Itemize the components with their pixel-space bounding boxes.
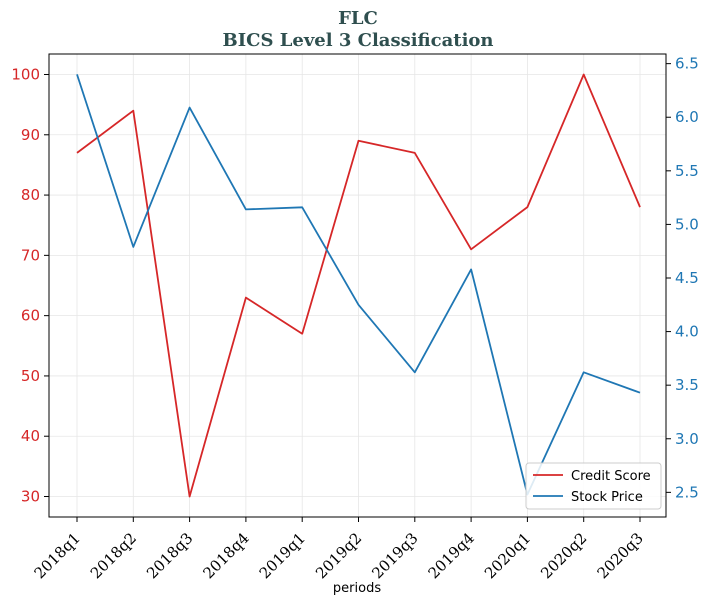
grid-lines [49, 54, 666, 517]
right-y-tick-label: 5.0 [675, 215, 699, 233]
left-y-tick-label: 40 [21, 427, 40, 445]
right-y-tick-label: 2.5 [675, 483, 699, 501]
left-y-tick-label: 60 [21, 307, 40, 325]
chart-title: FLC [338, 8, 378, 29]
left-y-tick-label: 100 [11, 65, 40, 83]
right-y-tick-label: 6.0 [675, 108, 699, 126]
series-lines [76, 73, 641, 498]
legend-label: Credit Score [571, 469, 651, 484]
x-axis-label: periods [333, 581, 381, 596]
right-y-tick-label: 3.5 [675, 376, 699, 394]
x-tick-label: 2020q2 [537, 529, 590, 582]
x-tick-label: 2020q3 [594, 529, 647, 582]
left-y-tick-label: 30 [21, 488, 40, 506]
legend: Credit Score Stock Price [525, 462, 662, 510]
x-tick-label: 2019q3 [368, 529, 421, 582]
x-tick-label: 2018q2 [87, 529, 140, 582]
left-y-tick-label: 50 [21, 367, 40, 385]
x-tick-label: 2019q1 [256, 529, 309, 582]
left-y-tick-label: 90 [21, 126, 40, 144]
x-tick-label: 2018q3 [143, 529, 196, 582]
credit-score-line [76, 73, 641, 498]
right-y-tick-label: 3.0 [675, 430, 699, 448]
stock-price-line [76, 74, 641, 496]
x-tick-label: 2019q2 [312, 529, 365, 582]
right-y-tick-label: 4.5 [675, 269, 699, 287]
plot-frame [48, 53, 667, 518]
legend-label: Stock Price [571, 490, 643, 505]
x-tick-label: 2018q4 [199, 529, 252, 582]
chart-subtitle: BICS Level 3 Classification [222, 30, 493, 51]
x-tick-label: 2019q4 [425, 529, 478, 582]
x-tick-label: 2020q1 [481, 529, 534, 582]
left-y-tick-label: 80 [21, 186, 40, 204]
right-y-tick-label: 4.0 [675, 323, 699, 341]
x-tick-label: 2018q1 [31, 529, 84, 582]
right-y-tick-label: 5.5 [675, 162, 699, 180]
right-y-tick-label: 6.5 [675, 55, 699, 73]
left-y-tick-label: 70 [21, 246, 40, 264]
